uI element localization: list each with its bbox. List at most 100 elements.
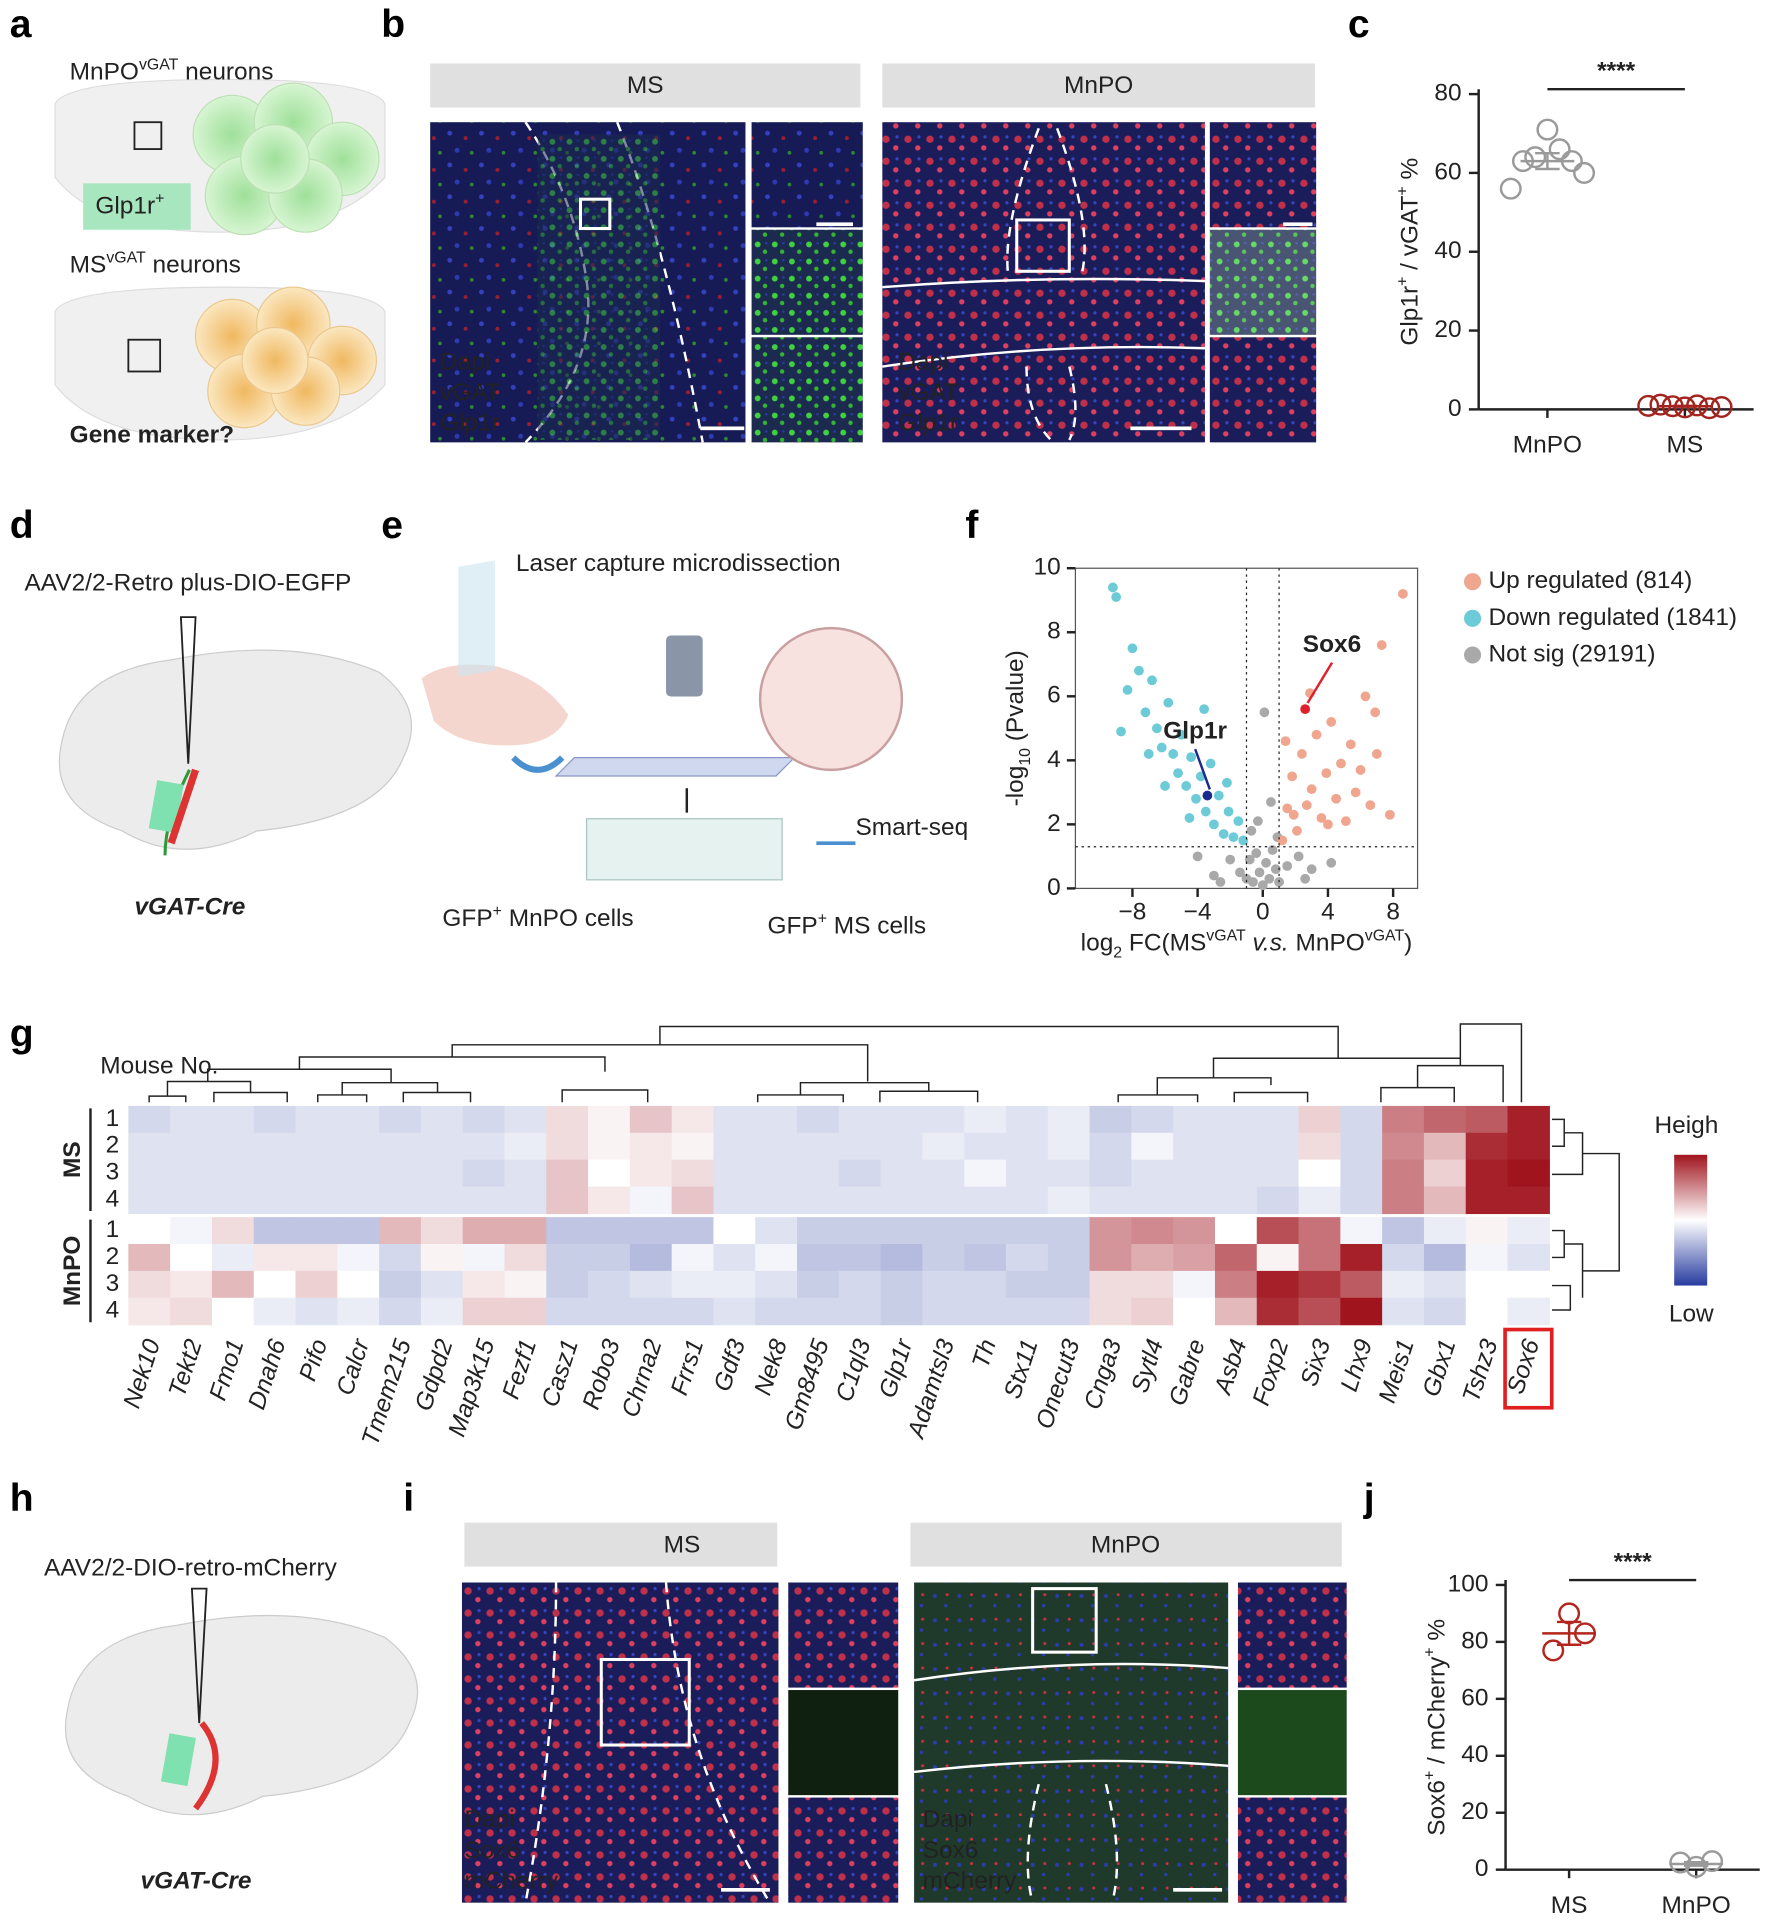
heatmap-cell [797, 1217, 840, 1245]
heatmap-cell [1006, 1159, 1049, 1188]
data-point [1270, 864, 1281, 875]
heatmap-cell [1131, 1270, 1174, 1299]
data-point [1548, 138, 1571, 161]
heatmap-cell [838, 1217, 882, 1245]
text-part: % [1424, 1619, 1451, 1648]
heatmap-cell [1382, 1270, 1425, 1299]
data-point [1499, 177, 1522, 200]
heatmap-cell [1423, 1186, 1467, 1215]
heatmap-cell [1173, 1159, 1216, 1188]
data-point [1355, 765, 1366, 775]
inset [788, 1582, 899, 1688]
roi-box [1031, 1587, 1098, 1654]
data-point [1251, 848, 1262, 859]
text-part: FC(MS [1122, 930, 1206, 957]
heatmap-cell [880, 1132, 924, 1161]
heatmap-cell [1173, 1186, 1216, 1215]
heatmap-cell [880, 1270, 924, 1299]
heatmap-cell [462, 1270, 506, 1299]
heatmap-cell [838, 1105, 882, 1134]
heatmap-cell [253, 1186, 297, 1215]
panel-label: h [10, 1477, 34, 1520]
tube-strip [585, 818, 783, 881]
column-dendrogram [148, 1023, 1523, 1103]
slide [554, 757, 796, 777]
heatmap-cell [1298, 1244, 1341, 1272]
heatmap-cell [1256, 1217, 1300, 1245]
heatmap-cell [838, 1132, 882, 1161]
row-label: 4 [106, 1297, 120, 1324]
heatmap-cell [170, 1244, 213, 1272]
gene-label: Sytl4 [1127, 1336, 1169, 1396]
heatmap-cell [1214, 1217, 1258, 1245]
data-point [1370, 707, 1381, 718]
channel-label: mCherry [464, 1867, 558, 1894]
heatmap-cell [671, 1105, 715, 1134]
heatmap-cell [211, 1297, 255, 1326]
data-point [1186, 752, 1196, 763]
gene-label: Asb4 [1209, 1336, 1253, 1399]
heatmap-cell [1382, 1297, 1425, 1326]
heatmap-cell [295, 1244, 338, 1272]
heatmap-cell [337, 1270, 380, 1299]
y-axis-label: Sox6+ / mCherry+ % [1421, 1619, 1451, 1836]
heatmap-cell [588, 1297, 631, 1326]
heatmap-cell [1047, 1217, 1091, 1245]
caption: GFP+ MS cells [767, 910, 926, 940]
heatmap-cell [420, 1270, 464, 1299]
heatmap-cell [211, 1270, 255, 1299]
highlight-point [1300, 704, 1311, 714]
heatmap-cell [1256, 1270, 1300, 1299]
heatmap-cell [337, 1297, 380, 1326]
text-part: MnPO [1289, 930, 1365, 957]
data-point [1267, 845, 1278, 855]
y-tick-label: 0 [1448, 395, 1462, 422]
y-tick-label: 20 [1461, 1798, 1488, 1825]
data-point [1228, 832, 1239, 843]
heatmap-cell [964, 1186, 1007, 1215]
region-outline [524, 1582, 771, 1904]
heatmap-cell [629, 1244, 673, 1272]
channel-label: Glp1r [440, 409, 500, 436]
heatmap-cell [128, 1270, 171, 1299]
heatmap-cell [755, 1132, 798, 1161]
heatmap-cell [1298, 1270, 1341, 1299]
data-point [1350, 787, 1361, 798]
heatmap-cell [504, 1132, 547, 1161]
panel-label: j [1363, 1477, 1375, 1520]
heatmap-cell [1214, 1132, 1258, 1161]
heatmap-cell [1340, 1132, 1383, 1161]
heatmap-cell [880, 1186, 924, 1215]
roi-box [133, 121, 163, 151]
channel-label: Dapi [464, 1806, 514, 1833]
heatmap-cell [1214, 1270, 1258, 1299]
heatmap-cell [170, 1297, 213, 1326]
heatmap-cell [1089, 1217, 1132, 1245]
heatmap-cell [964, 1105, 1007, 1134]
inset [788, 1797, 899, 1903]
inset [1209, 229, 1317, 335]
heatmap-cell [1340, 1159, 1383, 1188]
gene-label: Chrna2 [617, 1336, 668, 1421]
inset [1209, 122, 1317, 228]
inset [751, 229, 863, 335]
data-point [1168, 749, 1179, 759]
ms-region [148, 780, 184, 833]
heatmap-cell [546, 1244, 589, 1272]
channel-label: Sox6 [464, 1837, 520, 1864]
gene-label: Pifo [294, 1336, 333, 1384]
channel-label: mCherry [923, 1867, 1017, 1894]
data-point [1398, 588, 1408, 599]
gene-label: Gbx1 [1418, 1336, 1462, 1400]
inset [788, 1690, 899, 1796]
heatmap-cell [1340, 1186, 1383, 1215]
legend-label: Heigh [1654, 1112, 1718, 1139]
caption: Smart-seq [855, 814, 968, 841]
heatmap-cell [1173, 1244, 1216, 1272]
data-point [1163, 697, 1174, 708]
inset [1209, 337, 1317, 443]
heatmap-cell [1465, 1217, 1509, 1245]
data-point [1323, 819, 1333, 830]
heatmap-cell [1131, 1297, 1174, 1326]
